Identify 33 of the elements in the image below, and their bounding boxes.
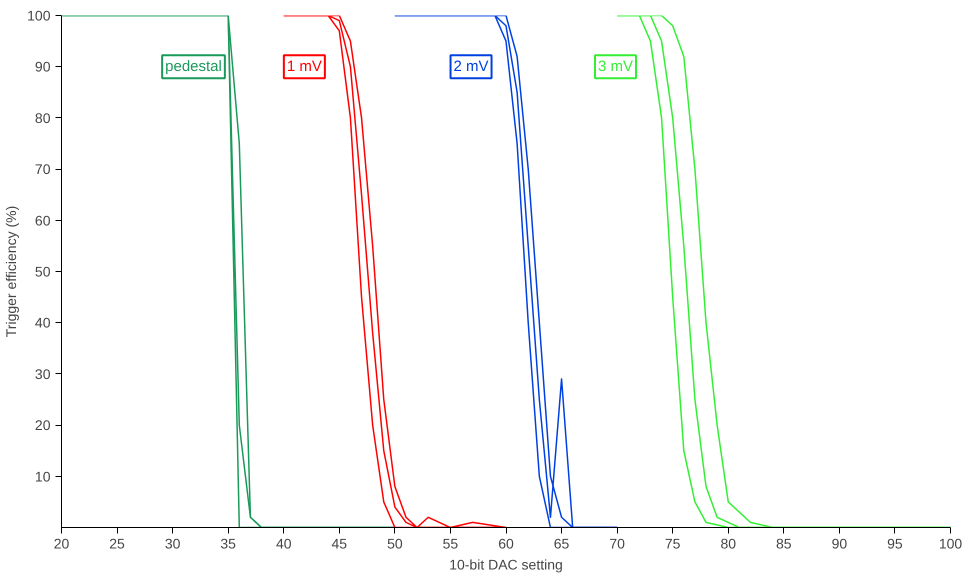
x-tick-label: 95 [887, 536, 903, 552]
x-tick-label: 25 [109, 536, 126, 552]
y-tick-label: 10 [34, 468, 51, 484]
x-tick-label: 65 [554, 536, 570, 552]
y-axis-title: Trigger efficiency (%) [3, 206, 20, 338]
x-tick-label: 90 [832, 536, 848, 552]
y-tick-label: 50 [34, 264, 51, 280]
series-label: 2 mV [454, 58, 489, 76]
y-tick-label: 20 [34, 417, 51, 434]
x-axis-title: 10-bit DAC setting [449, 556, 563, 572]
y-tick-label: 40 [34, 314, 51, 331]
series-label: 1 mV [286, 58, 322, 76]
x-tick-label: 75 [664, 536, 681, 552]
x-tick-label: 60 [498, 536, 514, 552]
y-tick-label: 100 [27, 8, 51, 24]
x-tick-label: 85 [776, 536, 792, 552]
x-tick-label: 40 [276, 536, 292, 552]
y-tick-label: 70 [34, 161, 51, 178]
x-tick-label: 100 [938, 536, 962, 552]
y-tick-label: 90 [34, 58, 51, 75]
series-label: pedestal [165, 58, 222, 76]
y-tick-label: 80 [34, 110, 51, 126]
x-tick-label: 45 [332, 536, 348, 552]
y-tick-label: 60 [34, 212, 51, 228]
x-tick-label: 80 [720, 536, 736, 552]
x-tick-label: 35 [220, 536, 236, 552]
y-tick-label: 30 [34, 366, 51, 382]
series-label: 3 mV [598, 58, 634, 76]
x-tick-label: 20 [54, 536, 70, 552]
x-tick-label: 55 [442, 536, 458, 552]
x-tick-label: 70 [609, 536, 626, 552]
x-tick-label: 50 [387, 536, 403, 552]
x-tick-label: 30 [164, 536, 181, 552]
